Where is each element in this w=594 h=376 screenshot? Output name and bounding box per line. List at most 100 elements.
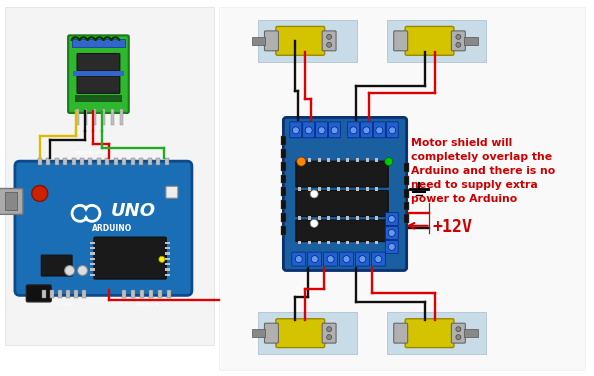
Bar [282,200,286,209]
FancyBboxPatch shape [405,26,454,55]
FancyBboxPatch shape [340,252,353,266]
Circle shape [331,127,338,134]
Text: +12V: +12V [432,218,472,236]
Bar [337,241,340,244]
Bar [298,216,301,220]
Bar [81,290,86,299]
Bar [404,163,409,172]
Bar [148,158,151,165]
Bar [346,158,349,162]
FancyBboxPatch shape [264,31,279,51]
Bar [327,217,330,220]
Bar [219,7,584,370]
Bar [282,226,286,235]
FancyBboxPatch shape [386,240,398,253]
Bar [404,176,409,185]
Circle shape [375,256,382,262]
Circle shape [343,256,350,262]
Bar [327,241,330,244]
Bar [387,312,486,354]
Bar [72,39,125,47]
Circle shape [305,127,312,134]
FancyBboxPatch shape [283,117,407,270]
Bar [308,158,311,162]
Bar [165,273,170,276]
Bar [63,158,67,165]
Circle shape [295,256,302,262]
Bar [346,188,349,191]
Bar [375,186,378,190]
Bar [356,158,359,162]
Bar [318,241,321,244]
FancyBboxPatch shape [322,31,336,51]
Bar [375,217,378,220]
Bar [346,216,349,220]
FancyBboxPatch shape [394,31,407,51]
Text: DIGITAL (PWM~): DIGITAL (PWM~) [75,151,115,155]
Bar [366,217,369,220]
Circle shape [310,220,318,227]
Bar [356,216,359,220]
Bar [131,158,135,165]
Bar [93,109,96,125]
Bar [318,217,321,220]
FancyBboxPatch shape [0,188,23,214]
Bar [356,188,359,191]
FancyBboxPatch shape [264,323,279,343]
FancyBboxPatch shape [290,122,302,138]
Bar [131,290,135,299]
FancyBboxPatch shape [41,255,72,276]
Bar [308,188,311,191]
Text: ARDUINO: ARDUINO [91,224,132,233]
Bar [387,20,486,62]
Circle shape [327,256,334,262]
Bar [327,158,330,162]
Bar [327,186,330,190]
Circle shape [359,256,366,262]
Bar [366,241,369,244]
Bar [282,149,286,158]
Bar [90,273,95,276]
Circle shape [388,215,395,223]
Bar [327,216,330,220]
FancyBboxPatch shape [347,122,359,138]
Bar [75,109,78,125]
Bar [121,109,124,125]
Circle shape [388,229,395,237]
Bar [97,158,101,165]
Bar [404,214,409,223]
Bar [282,213,286,222]
Text: Motor shield will
completely overlap the
Arduino and there is no
need to supply : Motor shield will completely overlap the… [410,138,555,204]
Bar [165,258,170,260]
Circle shape [292,127,299,134]
Bar [139,158,143,165]
Bar [165,252,170,255]
Bar [337,188,340,191]
Bar [356,186,359,190]
Bar [75,95,122,103]
Bar [375,241,378,244]
Bar [375,216,378,220]
Bar [346,217,349,220]
Bar [308,216,311,220]
Bar [5,192,17,210]
FancyBboxPatch shape [315,122,328,138]
Bar [167,290,171,299]
Bar [337,186,340,190]
Bar [298,186,301,190]
Bar [282,136,286,145]
FancyBboxPatch shape [303,122,315,138]
FancyBboxPatch shape [77,53,120,71]
Bar [46,158,50,165]
Bar [327,188,330,191]
Bar [5,7,214,345]
FancyBboxPatch shape [451,323,465,343]
Circle shape [456,335,461,340]
Circle shape [350,127,357,134]
Bar [258,20,357,62]
FancyBboxPatch shape [328,122,340,138]
FancyBboxPatch shape [394,323,407,343]
Bar [356,241,359,244]
Bar [258,312,357,354]
FancyBboxPatch shape [386,122,398,138]
